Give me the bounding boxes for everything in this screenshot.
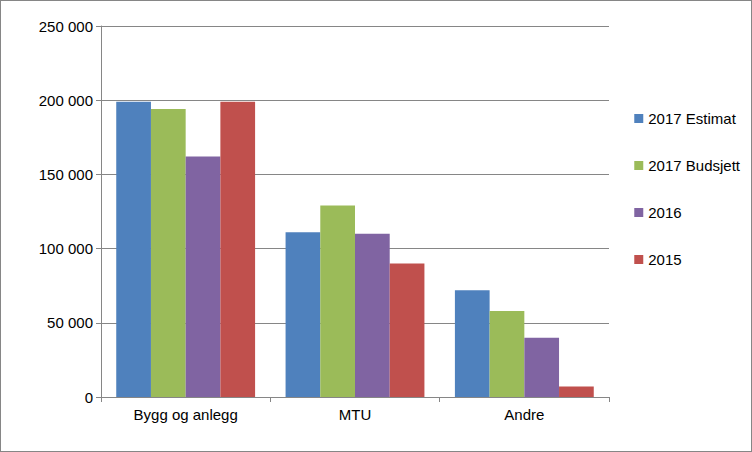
- svg-text:Andre: Andre: [504, 406, 544, 423]
- svg-text:0: 0: [85, 389, 93, 406]
- svg-text:2016: 2016: [648, 204, 681, 221]
- svg-text:2017 Estimat: 2017 Estimat: [648, 110, 736, 127]
- svg-text:MTU: MTU: [339, 406, 372, 423]
- svg-text:2017 Budsjett: 2017 Budsjett: [648, 157, 741, 174]
- svg-text:2015: 2015: [648, 251, 681, 268]
- svg-text:50 000: 50 000: [47, 314, 93, 331]
- svg-text:250 000: 250 000: [39, 18, 93, 35]
- svg-text:100 000: 100 000: [39, 240, 93, 257]
- svg-text:150 000: 150 000: [39, 166, 93, 183]
- svg-text:Bygg og anlegg: Bygg og anlegg: [134, 406, 238, 423]
- svg-text:200 000: 200 000: [39, 92, 93, 109]
